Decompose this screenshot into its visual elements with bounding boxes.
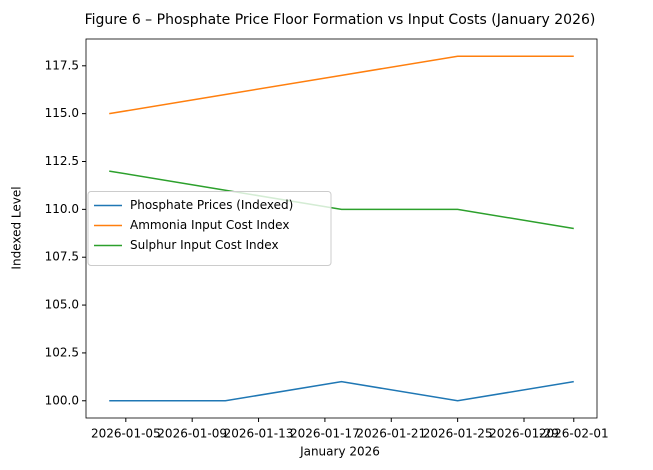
y-tick-label: 107.5 (45, 250, 79, 264)
y-tick-label: 100.0 (45, 393, 79, 407)
legend-label: Sulphur Input Cost Index (130, 238, 279, 252)
line (109, 55, 574, 115)
x-tick-label: 2026-01-21 (356, 427, 426, 441)
line (109, 170, 574, 230)
y-tick-label: 117.5 (45, 58, 79, 72)
x-tick-label: 2026-01-17 (290, 427, 360, 441)
x-tick-label: 2026-01-09 (157, 427, 227, 441)
legend-box (87, 191, 332, 266)
plot-frame (85, 38, 598, 419)
x-tick-label: 2026-01-13 (224, 427, 294, 441)
legend: Phosphate Prices (Indexed) Ammonia Input … (87, 191, 332, 266)
y-tick-label: 112.5 (45, 154, 79, 168)
y-axis-label: Indexed Level (10, 186, 24, 269)
chart-title: Figure 6 – Phosphate Price Floor Formati… (85, 12, 596, 28)
x-tick-label: 2026-01-05 (91, 427, 161, 441)
y-tick-label: 110.0 (45, 202, 79, 216)
y-tick-label: 105.0 (45, 298, 79, 312)
y-tick-label: 102.5 (45, 345, 79, 359)
x-axis-label: January 2026 (299, 445, 380, 459)
legend-label: Ammonia Input Cost Index (130, 218, 289, 232)
y-tick-label: 115.0 (45, 106, 79, 120)
x-tick-label: 2026-01-25 (423, 427, 493, 441)
x-tick-label: 2026-01-29 (489, 427, 559, 441)
x-tick-label: 2026-02-01 (539, 427, 609, 441)
legend-label: Phosphate Prices (Indexed) (130, 198, 293, 212)
line (109, 380, 574, 402)
